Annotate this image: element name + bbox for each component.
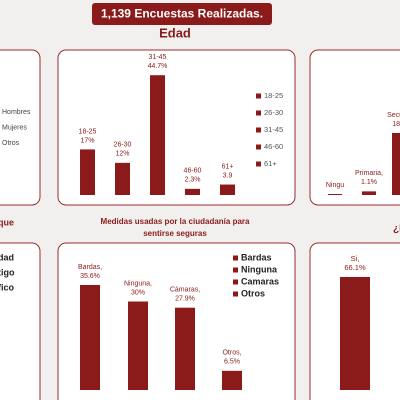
list-item: tigo <box>0 267 15 277</box>
panel <box>0 49 41 206</box>
bar <box>392 132 400 195</box>
bar-value-label: 44.7% <box>148 63 168 70</box>
bar <box>115 162 130 195</box>
header-box <box>92 3 272 25</box>
legend-swatch <box>256 110 261 116</box>
list-item: fico <box>0 282 15 292</box>
panel <box>309 49 400 206</box>
legend-label: Bardas <box>241 252 272 262</box>
legend-label: Mujeres <box>2 124 27 131</box>
bar <box>220 184 235 195</box>
bar-value-label: 30% <box>131 289 145 296</box>
legend-label: 46-60 <box>264 142 283 151</box>
bar <box>150 75 165 195</box>
legend-label: Camaras <box>241 276 279 286</box>
bar-category-label: Bardas, <box>78 264 102 271</box>
bar <box>80 284 100 390</box>
legend-swatch <box>233 267 238 273</box>
legend-label: Otros <box>241 288 265 298</box>
bar-category-label: Otros, <box>222 350 241 357</box>
bar-value-label: 18.8 <box>392 121 400 128</box>
bar-value-label: 27.9% <box>175 296 195 303</box>
legend-label: 61+ <box>264 159 277 168</box>
bar <box>185 188 200 195</box>
bar-category-label: Primaria, <box>355 170 383 177</box>
bar-category-label: Cámaras, <box>170 287 200 294</box>
bar-category-label: Ningu <box>326 182 344 189</box>
bar <box>175 307 195 390</box>
bar-value-label: 1.1% <box>361 179 377 186</box>
legend-label: 26-30 <box>264 108 283 117</box>
section-title: que <box>0 217 14 227</box>
bar <box>80 149 95 195</box>
bar-value-label: 6.5% <box>224 359 240 366</box>
legend-label: Otros <box>2 140 20 147</box>
bar <box>340 276 370 390</box>
bar-category-label: Secund <box>387 112 400 119</box>
legend-swatch <box>233 279 238 285</box>
bar-value-label: 35.6% <box>80 273 100 280</box>
chart-title: Edad <box>159 25 191 40</box>
legend-swatch <box>256 161 261 167</box>
bar-category-label: Ninguna, <box>124 280 152 287</box>
bar <box>128 301 148 390</box>
bar-value-label: 12% <box>115 151 129 158</box>
chart-title: Medidas usadas por la ciudadanía para <box>101 217 250 226</box>
legend-swatch <box>233 291 238 297</box>
bar-category-label: 31-45 <box>149 54 167 61</box>
bar <box>362 191 376 195</box>
header-title: 1,139 Encuestas Realizadas. <box>101 7 263 21</box>
list-item: dad <box>0 252 14 262</box>
bar-category-label: 61+ <box>222 163 234 170</box>
legend-label: 18-25 <box>264 91 283 100</box>
legend-swatch <box>256 127 261 133</box>
legend-label: Ninguna <box>241 264 278 274</box>
legend-label: 31-45 <box>264 125 283 134</box>
bar-category-label: Si, <box>351 254 360 263</box>
legend-label: Hombres <box>2 109 31 116</box>
bar <box>328 194 342 195</box>
chart-title: ¿E <box>393 224 400 235</box>
bar-category-label: 46-60 <box>184 168 202 175</box>
chart-title: sentirse seguras <box>143 229 207 238</box>
legend-swatch <box>233 255 238 261</box>
panel <box>0 242 41 400</box>
bar-value-label: 3.9 <box>223 172 233 179</box>
bar-category-label: 26-30 <box>114 142 132 149</box>
bar-category-label: 18-25 <box>79 128 97 135</box>
bar <box>222 370 242 390</box>
bar-value-label: 2.3% <box>185 177 201 184</box>
legend-swatch <box>256 144 261 150</box>
bar-value-label: 17% <box>80 137 94 144</box>
legend-swatch <box>256 93 261 99</box>
bar-value-label: 66.1% <box>344 263 366 272</box>
